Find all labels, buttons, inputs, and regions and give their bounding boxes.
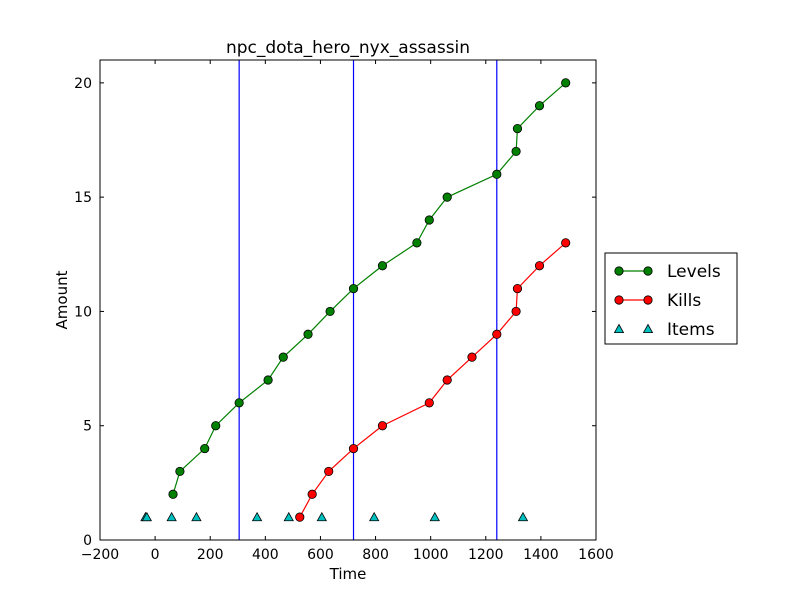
data-point-items	[429, 511, 440, 522]
y-tick-label: 5	[83, 419, 92, 435]
y-tick-label: 0	[83, 533, 92, 549]
data-point-levels	[211, 421, 221, 431]
data-point-kills	[295, 512, 305, 522]
legend: Levels Kills Items	[604, 252, 738, 345]
data-point-levels	[175, 466, 185, 477]
data-point-items	[191, 511, 202, 522]
data-point-items	[166, 511, 177, 522]
data-point-kills	[467, 352, 477, 362]
series-kills	[295, 238, 571, 522]
data-point-items	[316, 511, 328, 522]
x-tick-label: 0	[151, 547, 160, 563]
data-point-kills	[307, 489, 317, 499]
data-point-levels	[234, 398, 244, 408]
data-point-items	[368, 511, 380, 522]
vertical-lines	[238, 60, 498, 540]
data-point-kills	[512, 283, 523, 294]
legend-entry-levels: Levels	[614, 262, 721, 282]
y-tick-label: 10	[74, 304, 92, 320]
data-point-kills	[561, 238, 571, 248]
y-tick-label: 20	[74, 76, 92, 92]
data-point-levels	[325, 306, 335, 317]
series-levels	[168, 78, 571, 499]
plot-area	[100, 60, 596, 540]
data-point-kills	[424, 398, 434, 408]
series-layer	[140, 78, 571, 522]
legend-label: Levels	[667, 262, 721, 282]
data-point-items	[517, 511, 529, 522]
x-tick-label: 400	[252, 547, 279, 563]
data-point-kills	[377, 421, 388, 431]
plot-border	[99, 59, 597, 541]
x-tick-label: 1200	[468, 547, 504, 563]
data-point-levels	[263, 375, 273, 385]
legend-marker	[643, 295, 653, 305]
data-point-kills	[492, 329, 502, 339]
data-point-levels	[442, 192, 452, 202]
data-point-levels	[512, 123, 523, 134]
legend-marker	[613, 323, 625, 334]
data-point-kills	[534, 261, 545, 271]
data-point-items	[251, 511, 263, 522]
y-axis-label: Amount	[53, 270, 71, 329]
x-tick-label: −200	[81, 547, 119, 563]
data-point-levels	[303, 329, 313, 339]
data-point-levels	[200, 443, 210, 454]
legend-marker	[614, 266, 624, 276]
data-point-levels	[377, 261, 388, 271]
x-tick-label: 1000	[413, 547, 449, 563]
y-tick-label: 15	[74, 190, 92, 206]
data-point-levels	[492, 169, 502, 179]
data-point-kills	[442, 375, 452, 385]
data-point-levels	[511, 146, 521, 157]
data-point-levels	[561, 78, 571, 88]
legend-marker	[642, 323, 654, 334]
chart-title: npc_dota_hero_nyx_assassin	[226, 38, 470, 58]
data-point-items	[283, 511, 294, 522]
legend-entry-items: Items	[613, 320, 715, 340]
data-point-levels	[534, 101, 545, 111]
data-point-kills	[324, 466, 334, 477]
legend-marker	[643, 266, 653, 276]
legend-label: Items	[667, 320, 715, 340]
legend-label: Kills	[667, 291, 701, 311]
data-point-items	[141, 511, 153, 522]
data-point-kills	[511, 306, 521, 317]
data-point-levels	[348, 283, 359, 294]
data-point-kills	[348, 443, 359, 454]
legend-box	[604, 252, 738, 345]
x-tick-label: 200	[197, 547, 224, 563]
legend-marker	[614, 295, 624, 305]
data-point-levels	[424, 215, 434, 225]
x-axis-label: Time	[329, 565, 367, 583]
x-tick-label: 600	[307, 547, 334, 563]
legend-entry-kills: Kills	[614, 291, 701, 311]
axis-ticks: −200 0 200 400 600 800 1000 1200 1400 16000510152…	[74, 60, 614, 563]
data-point-levels	[278, 352, 288, 362]
data-point-levels	[168, 489, 178, 499]
x-tick-label: 1400	[523, 547, 559, 563]
data-point-levels	[412, 238, 422, 248]
x-tick-label: 800	[362, 547, 389, 563]
series-items	[140, 511, 529, 522]
x-tick-label: 1600	[578, 547, 614, 563]
